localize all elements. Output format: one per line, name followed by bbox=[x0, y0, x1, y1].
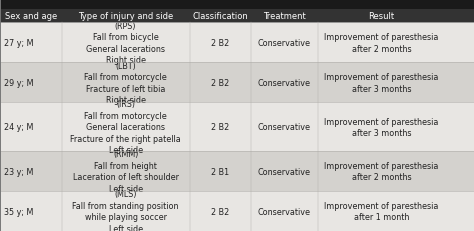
Text: Sex and age: Sex and age bbox=[5, 12, 57, 21]
Text: 2 B2: 2 B2 bbox=[211, 39, 229, 48]
Text: 2 B2: 2 B2 bbox=[211, 123, 229, 132]
Text: Improvement of paresthesia
after 1 month: Improvement of paresthesia after 1 month bbox=[324, 201, 439, 221]
Text: (LBT)
Fall from motorcycle
Fracture of left tibia
Right side: (LBT) Fall from motorcycle Fracture of l… bbox=[84, 61, 167, 104]
Text: Conservative: Conservative bbox=[258, 207, 311, 216]
Text: Treatment: Treatment bbox=[263, 12, 306, 21]
Text: (RPS)
Fall from bicycle
General lacerations
Right side: (RPS) Fall from bicycle General lacerati… bbox=[86, 22, 165, 65]
Text: Improvement of paresthesia
after 2 months: Improvement of paresthesia after 2 month… bbox=[324, 33, 439, 53]
Text: Improvement of paresthesia
after 3 months: Improvement of paresthesia after 3 month… bbox=[324, 117, 439, 137]
Text: 24 y; M: 24 y; M bbox=[4, 123, 33, 132]
Bar bbox=[0, 23, 474, 63]
Text: (MLS)
Fall from standing position
while playing soccer
Left side: (MLS) Fall from standing position while … bbox=[73, 190, 179, 231]
Bar bbox=[0, 152, 474, 191]
Bar bbox=[0, 0, 474, 10]
Text: Conservative: Conservative bbox=[258, 79, 311, 87]
Text: 29 y; M: 29 y; M bbox=[4, 79, 33, 87]
Text: Type of injury and side: Type of injury and side bbox=[78, 12, 173, 21]
Bar bbox=[0, 191, 474, 231]
Text: 27 y; M: 27 y; M bbox=[4, 39, 33, 48]
Text: 23 y; M: 23 y; M bbox=[4, 167, 33, 176]
Text: (IRS)
Fall from motorcycle
General lacerations
Fracture of the right patella
Lef: (IRS) Fall from motorcycle General lacer… bbox=[70, 100, 181, 155]
Text: (RMM)
Fall from height
Laceration of left shoulder
Left side: (RMM) Fall from height Laceration of lef… bbox=[73, 150, 179, 193]
Text: Conservative: Conservative bbox=[258, 39, 311, 48]
Bar bbox=[0, 63, 474, 103]
Text: Improvement of paresthesia
after 3 months: Improvement of paresthesia after 3 month… bbox=[324, 73, 439, 93]
Text: 2 B2: 2 B2 bbox=[211, 79, 229, 87]
Text: 2 B1: 2 B1 bbox=[211, 167, 229, 176]
Bar bbox=[0, 10, 474, 23]
Text: Result: Result bbox=[368, 12, 395, 21]
Text: Classification: Classification bbox=[192, 12, 248, 21]
Text: 35 y; M: 35 y; M bbox=[4, 207, 33, 216]
Text: Conservative: Conservative bbox=[258, 167, 311, 176]
Text: Conservative: Conservative bbox=[258, 123, 311, 132]
Text: Improvement of paresthesia
after 2 months: Improvement of paresthesia after 2 month… bbox=[324, 161, 439, 182]
Bar bbox=[0, 103, 474, 152]
Text: 2 B2: 2 B2 bbox=[211, 207, 229, 216]
